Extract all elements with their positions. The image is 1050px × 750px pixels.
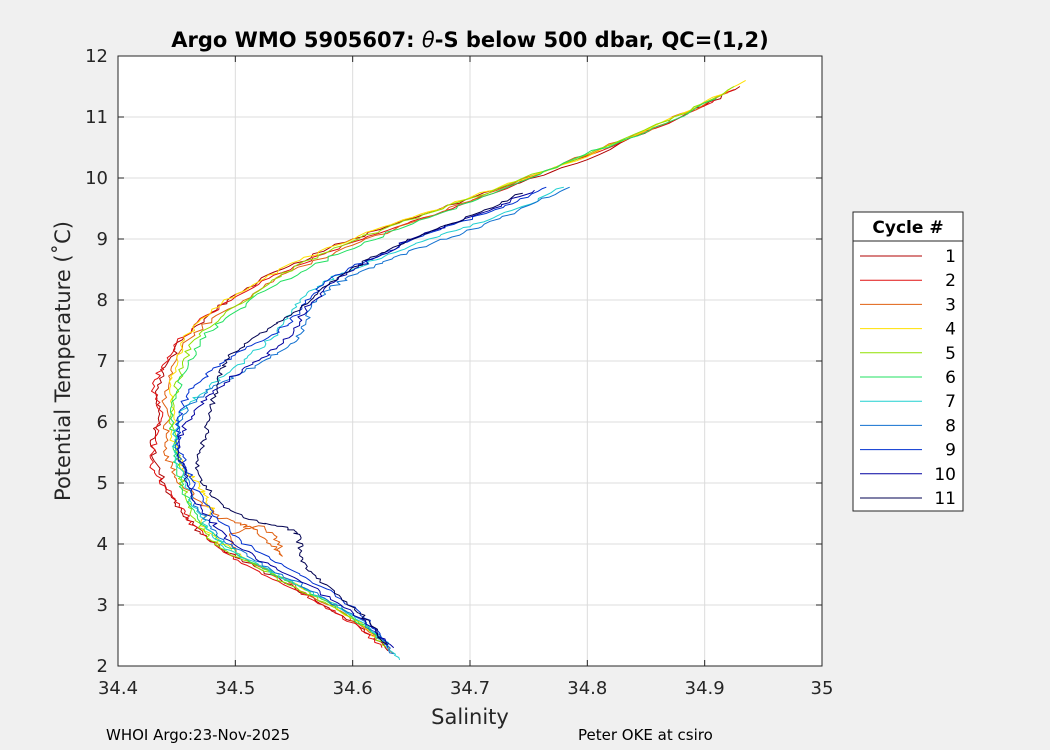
y-tick-label: 12: [85, 46, 108, 67]
x-tick-label: 34.4: [98, 678, 138, 699]
legend-label: 7: [945, 392, 956, 412]
y-tick-label: 9: [97, 229, 108, 250]
y-axis-label: Potential Temperature (˚C): [51, 221, 75, 501]
legend-label: 2: [945, 271, 956, 291]
title-suffix: -S below 500 dbar, QC=(1,2): [435, 28, 769, 52]
y-tick-label: 7: [97, 351, 108, 372]
y-tick-label: 5: [97, 473, 108, 494]
legend-label: 5: [945, 344, 956, 364]
y-tick-label: 3: [97, 595, 108, 616]
series-line-cycle-8: [174, 186, 570, 655]
legend: Cycle # 1 2 3 4 5 6 7 8 9 10 11: [852, 211, 964, 512]
legend-label: 1: [945, 247, 956, 267]
footer-left: WHOI Argo:23-Nov-2025: [106, 726, 290, 744]
y-tick-label: 2: [97, 656, 108, 677]
legend-box: [852, 211, 964, 512]
chart-title: Argo WMO 5905607: θ-S below 500 dbar, QC…: [171, 28, 768, 52]
y-tick-label: 4: [97, 534, 108, 555]
x-axis-label: Salinity: [431, 705, 509, 729]
axis-ticks: [117, 55, 823, 667]
series-layer: [149, 79, 746, 661]
legend-items: 1 2 3 4 5 6 7 8 9 10 11: [860, 247, 956, 509]
y-tick-label: 8: [97, 290, 108, 311]
y-tick-labels: 2 3 4 5 6 7 8 9 10 11 12: [85, 46, 108, 677]
x-tick-label: 34.6: [333, 678, 373, 699]
series-line-cycle-5: [168, 86, 735, 649]
legend-title: Cycle #: [872, 218, 943, 238]
x-tick-label: 35: [811, 678, 834, 699]
x-tick-labels: 34.4 34.5 34.6 34.7 34.8 34.9 35: [98, 678, 833, 699]
footer-right: Peter OKE at csiro: [578, 726, 713, 744]
series-line-cycle-10: [176, 189, 535, 649]
title-theta: θ: [422, 28, 435, 52]
series-line-cycle-6: [169, 98, 717, 639]
x-tick-label: 34.8: [567, 678, 607, 699]
legend-label: 6: [945, 368, 956, 388]
legend-label: 11: [934, 489, 956, 509]
series-line-cycle-7: [171, 186, 565, 661]
x-tick-label: 34.7: [450, 678, 490, 699]
y-tick-label: 10: [85, 168, 108, 189]
x-tick-label: 34.5: [215, 678, 255, 699]
series-line-cycle-4: [168, 79, 746, 642]
series-line-cycle-11: [194, 192, 523, 646]
x-tick-label: 34.9: [685, 678, 725, 699]
legend-label: 4: [945, 320, 956, 340]
series-line-cycle-9: [175, 186, 547, 648]
legend-label: 3: [945, 295, 956, 315]
y-tick-label: 6: [97, 412, 108, 433]
title-prefix: Argo WMO 5905607:: [171, 28, 422, 52]
legend-label: 9: [945, 441, 956, 461]
y-tick-label: 11: [85, 107, 108, 128]
legend-label: 10: [934, 465, 956, 485]
legend-label: 8: [945, 416, 956, 436]
